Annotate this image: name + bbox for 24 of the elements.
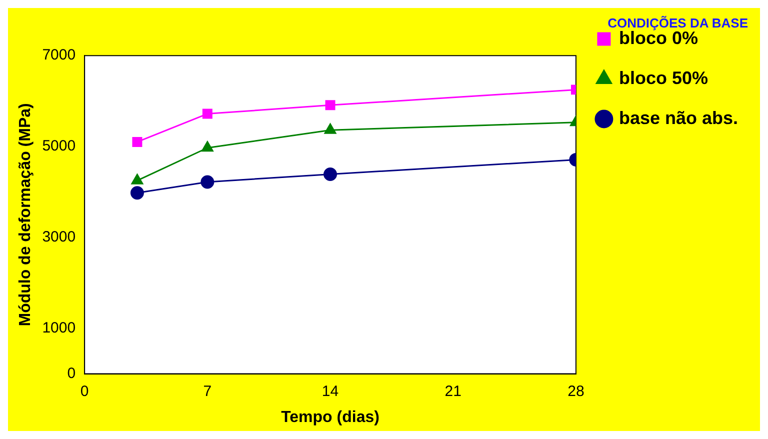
x-tick-label: 28 [568,382,584,400]
point [200,175,214,189]
x-axis-title: Tempo (dias) [281,408,380,426]
point [324,123,336,134]
y-axis-title: Módulo de deformação (MPa) [17,103,34,326]
point [325,100,336,110]
x-tick-label: 21 [444,382,462,400]
x-tick-label: 7 [203,382,212,400]
x-tick-label: 14 [322,382,339,400]
y-tick-label: 0 [67,364,76,382]
y-tick-label: 7000 [42,46,76,64]
point [202,108,212,119]
x-tick-label: 0 [80,382,89,400]
point [201,141,214,152]
text: CONDIÇÕES DA BASE [608,15,748,30]
y-tick-label: 1000 [42,319,76,336]
legend-label: bloco 50% [618,68,708,88]
y-tick-label: 3000 [42,228,76,246]
legend-label: base não abs. [618,108,738,128]
point [324,167,338,181]
y-tick-label: 5000 [42,138,76,155]
point [130,186,144,200]
point [131,174,144,184]
point [132,136,142,147]
